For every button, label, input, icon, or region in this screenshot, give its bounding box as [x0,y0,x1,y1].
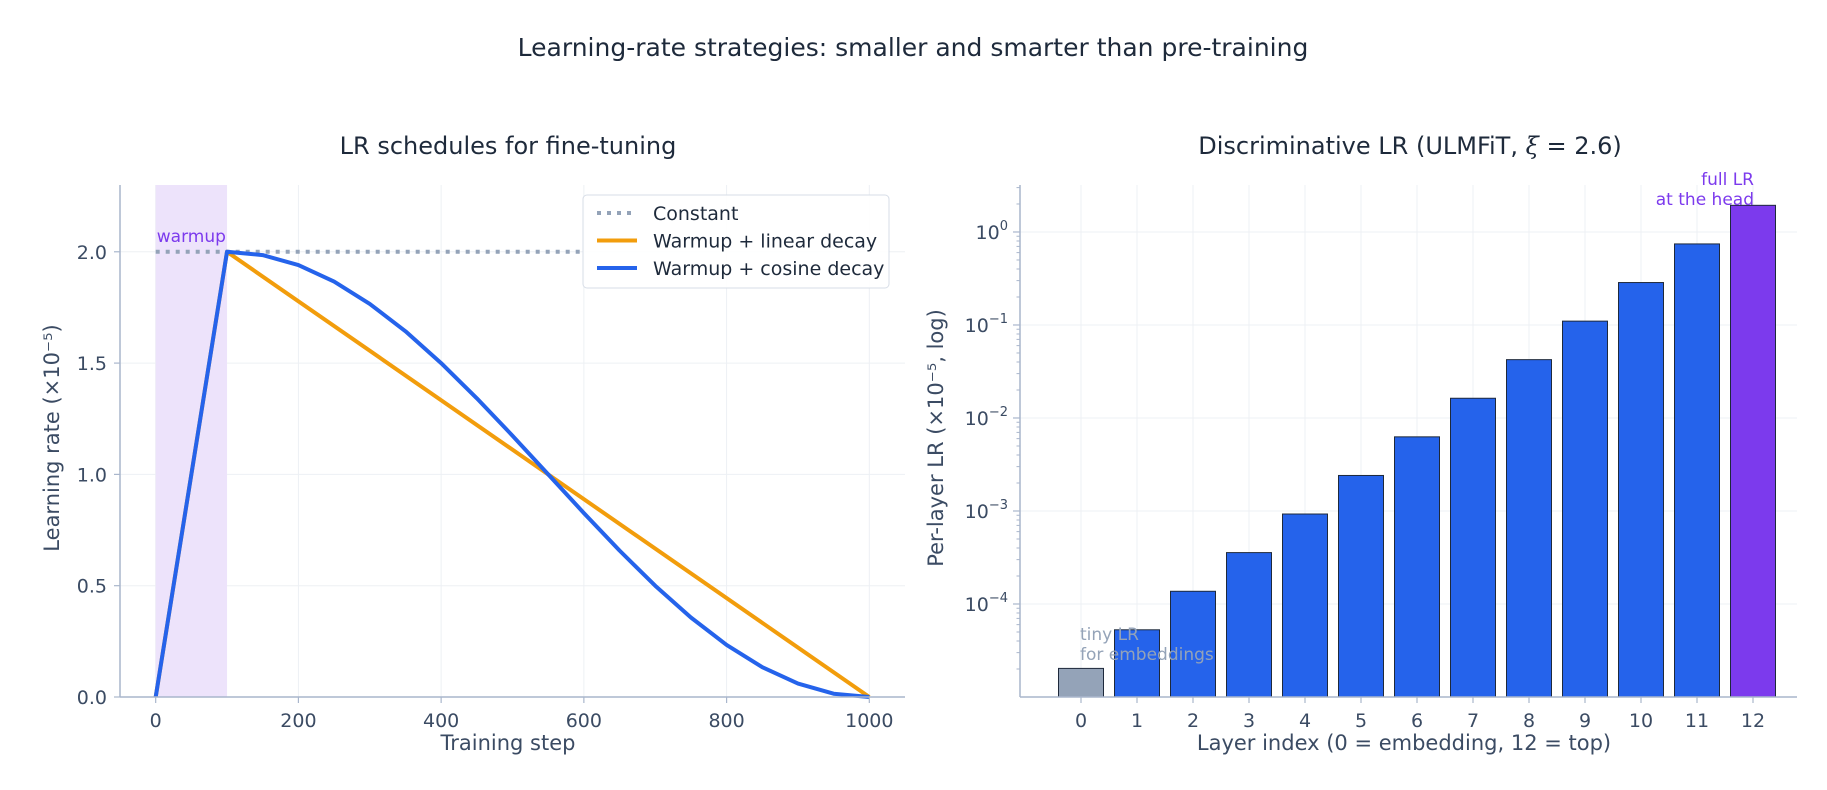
left-x-tick-label: 0 [150,710,162,732]
right-x-tick-label: 8 [1523,710,1535,732]
left-axes [114,185,905,703]
right-x-tick-label: 9 [1579,710,1591,732]
right-x-tick-label: 4 [1299,710,1311,732]
right-x-tick-label: 5 [1355,710,1367,732]
series-line-2 [153,249,870,699]
bar-layer-2 [1170,590,1216,698]
legend-box [582,194,890,289]
legend-label-2: Warmup + cosine decay [653,258,884,280]
right-x-tick-label: 10 [1629,710,1653,732]
bar-layer-5 [1338,474,1384,698]
left-x-tick-label: 600 [566,710,602,732]
bar-layer-6 [1394,436,1440,698]
bar-layer-11 [1674,243,1720,698]
left-y-tick-label: 1.5 [77,353,107,375]
right-x-tick-label: 1 [1131,710,1143,732]
left-x-tick-label: 200 [280,710,316,732]
right-x-tick-label: 2 [1187,710,1199,732]
left-x-axis-label: Training step [440,731,576,755]
right-x-axis-label: Layer index (0 = embedding, 12 = top) [1197,731,1611,755]
left-y-tick-label: 0.0 [77,687,107,709]
bar-layer-3 [1226,552,1272,698]
bar-layer-12 [1730,204,1776,698]
bar-layer-9 [1562,320,1608,698]
right-y-tick-label: 10−4 [965,591,1008,616]
left-y-tick-label: 0.5 [77,576,107,598]
warmup-label: warmup [157,227,226,247]
right-y-tick-label: 100 [976,219,1008,244]
left-x-tick-label: 400 [423,710,459,732]
right-chart-title: Discriminative LR (ULMFiT, ξ = 2.6) [1198,132,1621,160]
right-x-tick-label: 3 [1243,710,1255,732]
legend-label-1: Warmup + linear decay [653,231,877,253]
right-x-tick-label: 6 [1411,710,1423,732]
annotation-embeddings: tiny LR for embeddings [1080,625,1214,665]
right-axes [1013,185,1797,703]
bar-layer-0 [1058,667,1104,698]
right-x-tick-label: 0 [1075,710,1087,732]
left-y-axis-label: Learning rate (×10⁻⁵) [40,324,64,551]
left-chart-title: LR schedules for fine-tuning [340,132,677,160]
bar-layer-1 [1114,629,1160,698]
left-tick-labels: 0 200 400 600 800 1000 0.0 0.5 1.0 1.5 2.0 [77,242,894,732]
left-x-tick-label: 800 [708,710,744,732]
legend-label-0: Constant [653,203,738,225]
right-y-tick-label: 10−3 [965,498,1008,523]
left-y-tick-label: 1.0 [77,464,107,486]
right-y-tick-label: 10−1 [965,312,1008,337]
left-x-tick-label: 1000 [845,710,893,732]
annotation-head: full LR at the head [1656,170,1754,210]
figure-title: Learning-rate strategies: smaller and sm… [518,33,1309,62]
right-x-tick-label: 7 [1467,710,1479,732]
lr-schedules-chart: LR schedules for fine-tuning warmup 0 200… [40,132,905,755]
left-y-tick-label: 2.0 [77,242,107,264]
right-y-tick-label: 10−2 [965,405,1008,430]
left-series [153,249,871,699]
bar-layer-4 [1282,513,1328,698]
legend-items: Constant Warmup + linear decay Warmup + co… [597,203,884,280]
bar-layer-10 [1618,282,1664,698]
right-annotations: tiny LR for embeddings full LR at the head [1080,170,1754,665]
right-y-axis-label: Per-layer LR (×10⁻⁵, log) [924,309,948,567]
legend: Constant Warmup + linear decay Warmup + co… [582,194,890,289]
bar-layer-8 [1506,359,1552,698]
right-x-tick-label: 12 [1741,710,1765,732]
right-x-tick-label: 11 [1685,710,1709,732]
bar-layer-7 [1450,397,1496,698]
